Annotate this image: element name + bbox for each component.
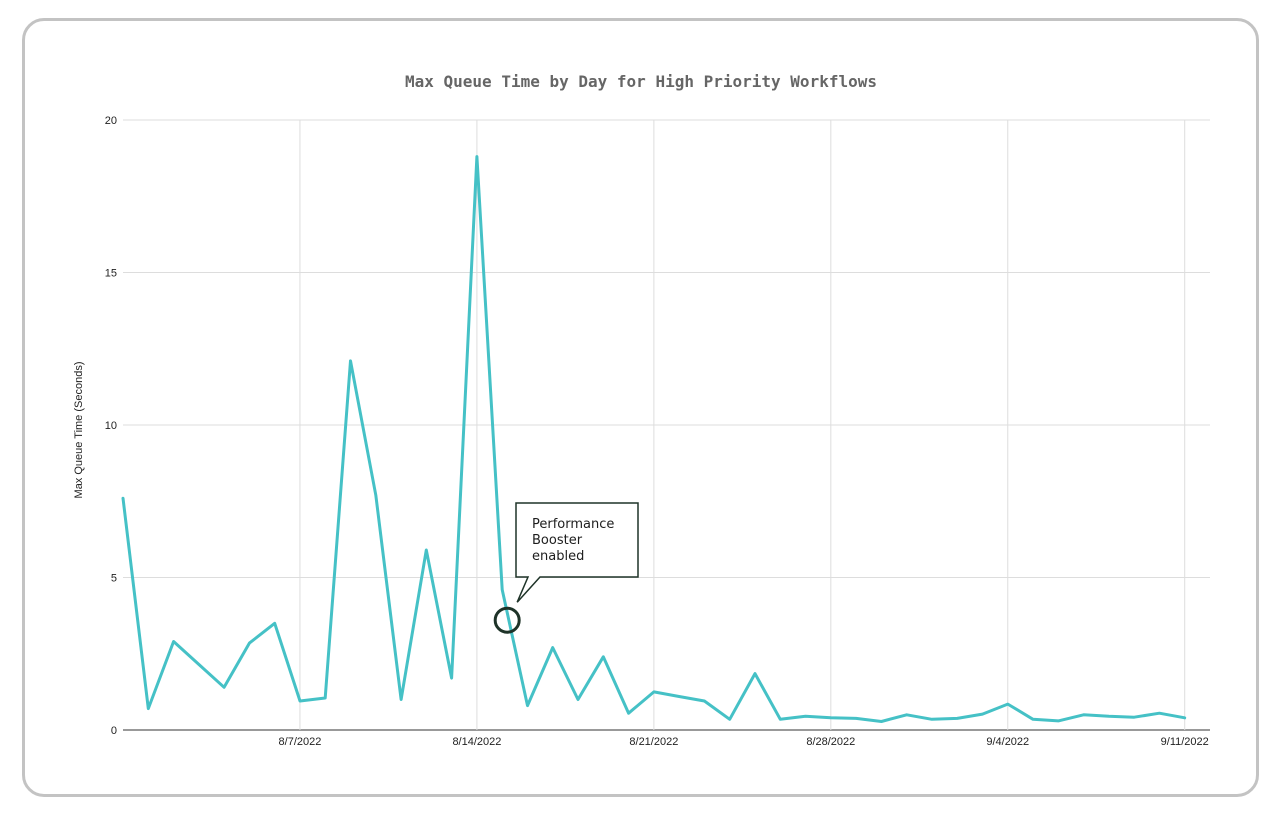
data-point: [930, 717, 934, 721]
data-point: [778, 717, 782, 721]
data-point: [1107, 714, 1111, 718]
data-point: [450, 676, 454, 680]
data-point: [247, 641, 251, 645]
data-point: [576, 698, 580, 702]
data-point: [475, 155, 479, 159]
y-tick-labels: 0 5 10 15 20: [105, 115, 117, 737]
data-point: [627, 711, 631, 715]
y-axis-label: Max Queue Time (Seconds): [73, 362, 85, 499]
series-line: [121, 155, 1187, 723]
x-tick-label: 8/7/2022: [279, 736, 322, 748]
data-point: [349, 359, 353, 363]
data-point: [525, 704, 529, 708]
data-point: [551, 646, 555, 650]
data-point: [500, 588, 504, 592]
y-tick-label: 0: [111, 725, 117, 737]
annotation-text: Performance: [532, 517, 614, 532]
data-point: [222, 685, 226, 689]
data-point: [854, 716, 858, 720]
data-point: [1056, 719, 1060, 723]
x-tick-label: 8/28/2022: [806, 736, 855, 748]
data-point: [753, 672, 757, 676]
data-point: [601, 655, 605, 659]
x-tick-label: 9/11/2022: [1161, 736, 1209, 748]
data-point: [955, 716, 959, 720]
x-tick-label: 9/4/2022: [986, 736, 1029, 748]
data-point: [424, 548, 428, 552]
y-tick-label: 15: [105, 268, 117, 280]
y-tick-label: 20: [105, 115, 117, 127]
data-point: [905, 713, 909, 717]
y-tick-label: 10: [105, 420, 117, 432]
annotation-box: [515, 502, 639, 603]
data-point: [323, 696, 327, 700]
data-point: [1157, 711, 1161, 715]
data-point: [728, 717, 732, 721]
annotation-text: Booster: [532, 533, 583, 548]
data-point: [1031, 717, 1035, 721]
data-point: [197, 662, 201, 666]
data-point: [146, 707, 150, 711]
x-tick-labels: 8/7/2022 8/14/2022 8/21/2022 8/28/2022 9/4/2…: [279, 736, 1209, 748]
data-point: [121, 496, 125, 500]
data-point: [273, 621, 277, 625]
data-point: [677, 694, 681, 698]
annotation-text: enabled: [532, 549, 584, 564]
x-tick-label: 8/21/2022: [629, 736, 678, 748]
data-point: [399, 698, 403, 702]
chart-frame: [22, 18, 1259, 797]
chart-title: Max Queue Time by Day for High Priority …: [405, 72, 877, 91]
y-tick-label: 5: [111, 573, 117, 585]
data-point: [1082, 713, 1086, 717]
data-point: [980, 712, 984, 716]
series-layer: [121, 155, 1187, 723]
x-tick-label: 8/14/2022: [452, 736, 501, 748]
data-point: [172, 640, 176, 644]
data-point: [804, 714, 808, 718]
data-point: [702, 699, 706, 703]
data-point: [879, 719, 883, 723]
gridlines: [123, 119, 1210, 731]
data-point: [374, 493, 378, 497]
data-point: [1132, 715, 1136, 719]
data-point: [298, 699, 302, 703]
data-point: [1006, 702, 1010, 706]
data-point: [652, 690, 656, 694]
data-point: [1183, 716, 1187, 720]
annotation-marker: [493, 606, 521, 634]
data-point: [829, 716, 833, 720]
